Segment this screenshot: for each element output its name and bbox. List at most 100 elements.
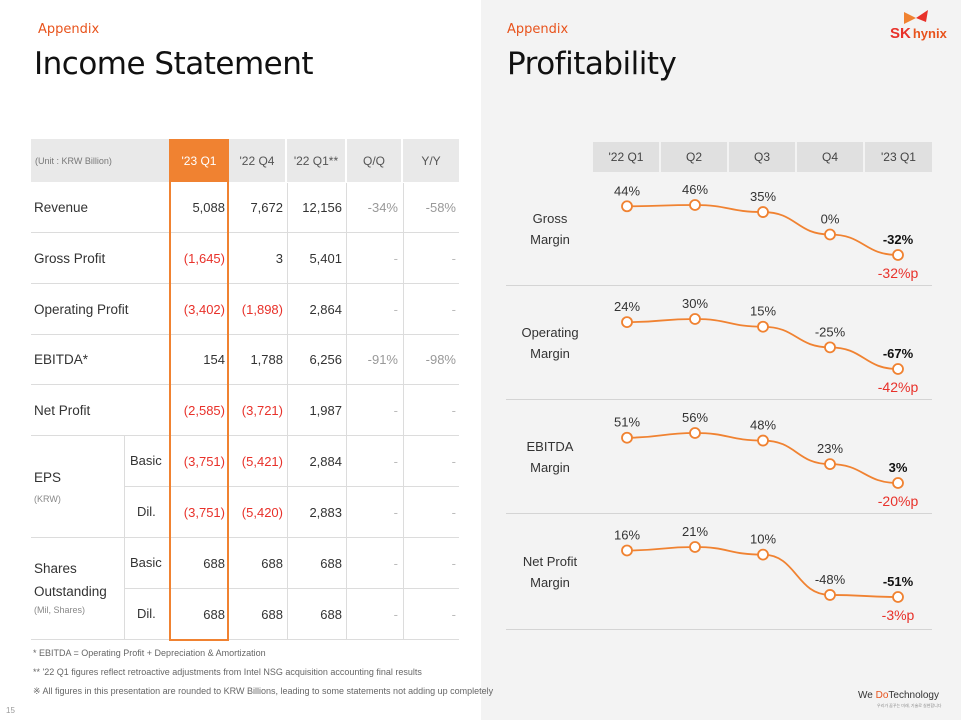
footnote-rounding: ※ All figures in this presentation are r…: [33, 686, 494, 696]
margin-label: EBITDA Margin: [506, 436, 594, 478]
shares-dil-value-4: -: [451, 606, 456, 622]
shares-basic-value-3: -: [393, 555, 398, 571]
left-kicker: Appendix: [38, 22, 100, 37]
income-statement-title: Income Statement: [34, 46, 314, 82]
margin-label: Operating Margin: [506, 322, 594, 364]
shares-dil-value-3: -: [393, 606, 398, 622]
margin-band: [506, 400, 932, 514]
page-number: 15: [6, 706, 15, 715]
row-ebitda-value-4: -98%: [425, 352, 456, 367]
quarter-header-22q1: '22 Q1: [593, 142, 659, 172]
row-net-profit-value-0: (2,585): [183, 402, 225, 418]
col-header-23q1: '23 Q1: [171, 139, 227, 182]
row-ebitda-value-0: 154: [203, 352, 225, 367]
row-eps: [31, 436, 459, 538]
row-net-profit-value-2: 1,987: [309, 402, 342, 418]
quarter-header-q2: Q2: [661, 142, 727, 172]
right-kicker: Appendix: [507, 22, 569, 37]
shares-basic-value-4: -: [451, 555, 456, 571]
shares-basic-value-2: 688: [320, 555, 342, 571]
row-ebitda-value-1: 1,788: [250, 352, 283, 367]
row-revenue-value-0: 5,088: [192, 200, 225, 215]
col-divider-2: [287, 183, 288, 640]
row-operating-profit-value-3: -: [393, 301, 398, 317]
margin-label-line: Net Profit: [522, 554, 578, 569]
eps-basic-value-0: (3,751): [183, 453, 225, 469]
eps-dil-value-2: 2,883: [309, 504, 342, 520]
row-gross-profit-value-1: 3: [275, 250, 283, 266]
row-operating-profit-value-1: (1,898): [241, 301, 283, 317]
row-net-profit-value-3: -: [393, 402, 398, 418]
row-ebitda: [31, 335, 459, 385]
eps-dil-value-3: -: [393, 504, 398, 520]
margin-label-line: Margin: [530, 346, 570, 361]
row-revenue-label: Revenue: [34, 200, 89, 215]
eps-label: EPS: [34, 470, 62, 485]
unit-header: (Unit : KRW Billion): [31, 139, 169, 182]
row-ebitda-value-3: -91%: [367, 352, 398, 367]
margin-label-line: Margin: [530, 575, 570, 590]
margin-label-line: EBITDA: [526, 439, 574, 454]
margin-band: [506, 514, 932, 630]
row-net-profit-value-4: -: [451, 402, 456, 418]
eps-dil-label: Dil.: [137, 504, 156, 519]
row-revenue: [31, 183, 459, 233]
shares-dil-label: Dil.: [137, 606, 156, 621]
row-ebitda-label: EBITDA*: [34, 352, 89, 367]
shares-label-2: Outstanding: [34, 584, 107, 599]
eps-basic-value-1: (5,421): [241, 453, 283, 469]
row-operating-profit: [31, 284, 459, 335]
profitability-title: Profitability: [507, 46, 677, 82]
eps-basic-label: Basic: [130, 453, 162, 468]
col-header-qoq: Q/Q: [347, 139, 401, 182]
row-operating-profit-label: Operating Profit: [34, 301, 129, 317]
eps-basic-value-2: 2,884: [309, 453, 342, 469]
row-net-profit-label: Net Profit: [34, 402, 91, 418]
margin-label: Gross Margin: [506, 208, 594, 250]
we-do-technology-tagline: We DoTechnology: [858, 690, 939, 701]
footnote-ebitda: * EBITDA = Operating Profit + Depreciati…: [33, 648, 266, 658]
margin-label-line: Gross: [532, 211, 568, 226]
shares-label-1: Shares: [34, 561, 77, 576]
margin-label-line: Operating: [521, 325, 579, 340]
shares-dil-value-0: 688: [203, 606, 225, 622]
shares-basic-value-0: 688: [203, 555, 225, 571]
quarter-header-q4: Q4: [797, 142, 863, 172]
row-net-profit-value-1: (3,721): [241, 402, 283, 418]
eps-dil-value-0: (3,751): [183, 504, 225, 520]
margin-label-line: Margin: [530, 232, 570, 247]
row-revenue-value-3: -34%: [367, 200, 398, 215]
row-net-profit: [31, 385, 459, 436]
shares-basic-label: Basic: [130, 555, 162, 570]
row-revenue-value-1: 7,672: [250, 200, 283, 215]
eps-dil-value-4: -: [451, 504, 456, 520]
col-divider-4: [403, 183, 404, 640]
row-revenue-value-2: 12,156: [302, 200, 342, 215]
margin-label: Net Profit Margin: [506, 551, 594, 593]
row-operating-profit-value-4: -: [451, 301, 456, 317]
quarter-header-q3: Q3: [729, 142, 795, 172]
row-shares: [31, 538, 459, 640]
butterfly-icon: [904, 10, 928, 24]
row-gross-profit-value-3: -: [393, 250, 398, 266]
eps-basic-value-4: -: [451, 453, 456, 469]
shares-dil-value-1: 688: [261, 606, 283, 622]
row-gross-profit-value-2: 5,401: [309, 250, 342, 266]
margin-band: [506, 286, 932, 400]
shares-basic-value-1: 688: [261, 555, 283, 571]
eps-shares-divider: [124, 436, 125, 640]
row-gross-profit-value-4: -: [451, 250, 456, 266]
eps-basic-value-3: -: [393, 453, 398, 469]
logo-wordmark: SK hynix: [890, 25, 947, 42]
sk-hynix-logo: SK hynix: [884, 8, 954, 44]
row-operating-profit-value-0: (3,402): [183, 301, 225, 317]
margin-band: [506, 172, 932, 286]
col-divider-3: [346, 183, 347, 640]
row-ebitda-value-2: 6,256: [309, 352, 342, 367]
row-shares-basic: [124, 538, 459, 589]
col-divider-1: [169, 183, 170, 640]
row-operating-profit-value-2: 2,864: [309, 301, 342, 317]
shares-sublabel: (Mil, Shares): [34, 605, 86, 615]
quarter-header-23q1: '23 Q1: [865, 142, 932, 172]
row-gross-profit-label: Gross Profit: [34, 250, 106, 266]
